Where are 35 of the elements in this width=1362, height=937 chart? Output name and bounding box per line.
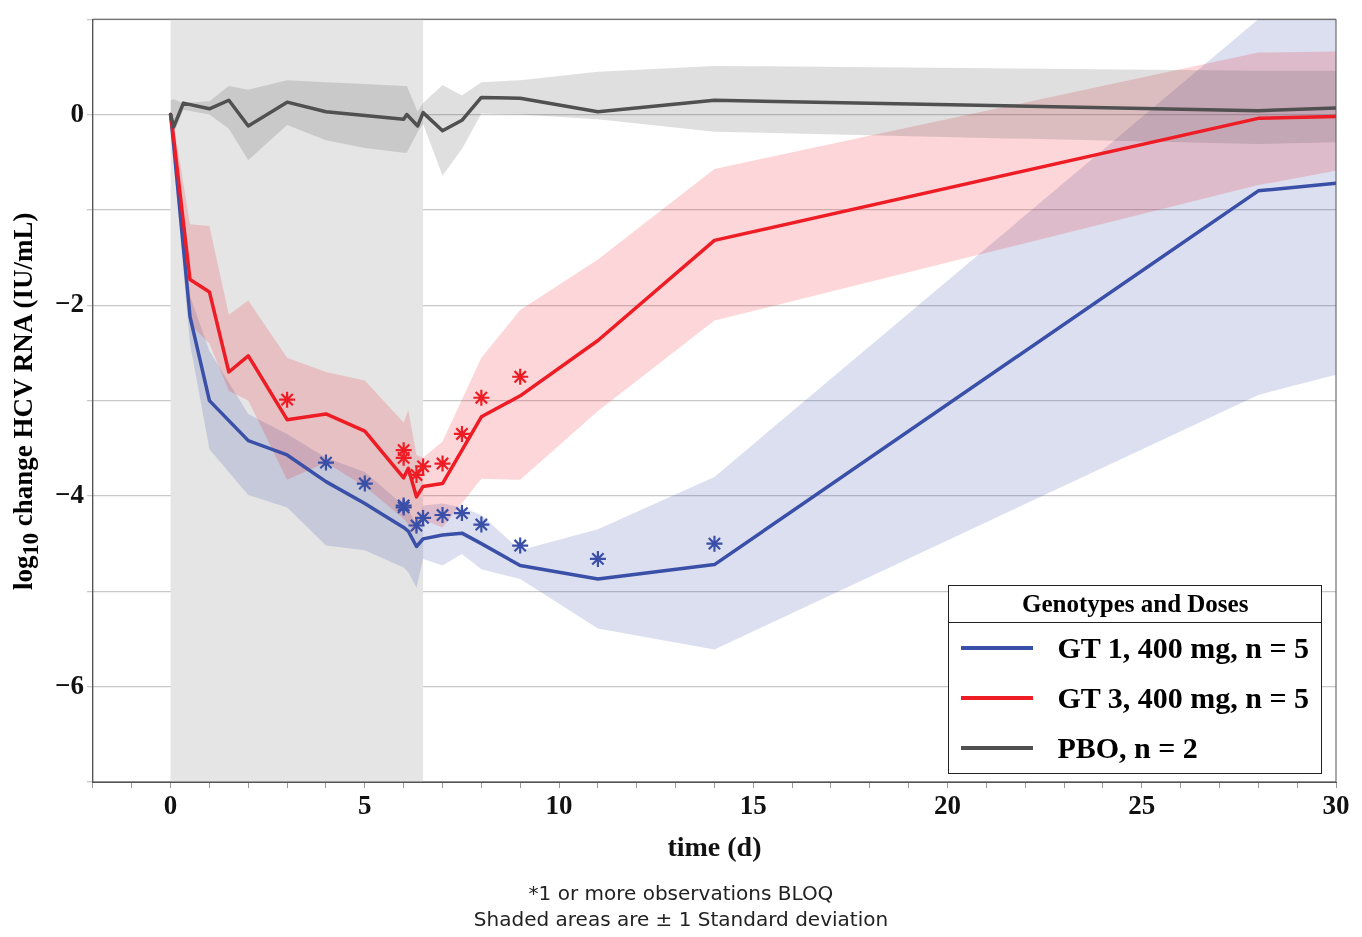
legend-label: GT 1, 400 mg, n = 5 xyxy=(1057,631,1309,665)
x-axis-title: time (d) xyxy=(667,831,762,863)
text: Shaded areas are ± 1 Standard deviation xyxy=(472,906,890,932)
point xyxy=(278,390,297,409)
legend-label: GT 3, 400 mg, n = 5 xyxy=(1057,681,1309,715)
point xyxy=(472,388,491,407)
point xyxy=(407,465,426,485)
x-tick-label: 25 xyxy=(1128,790,1156,821)
x-tick-label: 20 xyxy=(934,790,962,821)
y-tick-label: −4 xyxy=(54,478,84,509)
y-tick-label: −2 xyxy=(54,288,84,319)
point xyxy=(511,536,530,555)
text: *1 or more observations BLOQ xyxy=(527,880,835,906)
legend-title: Genotypes and Doses xyxy=(949,586,1321,623)
point xyxy=(355,474,374,493)
point xyxy=(511,367,530,386)
point xyxy=(413,508,433,527)
point xyxy=(433,505,452,525)
y-tick-label: −6 xyxy=(54,669,84,700)
y-tick-label: 0 xyxy=(70,97,84,128)
point xyxy=(452,424,472,444)
point xyxy=(472,515,491,534)
point xyxy=(588,549,607,568)
point xyxy=(413,457,433,476)
x-tick-label: 10 xyxy=(545,790,573,821)
x-tick-label: 15 xyxy=(739,790,767,821)
point xyxy=(433,454,452,473)
legend-label: PBO, n = 2 xyxy=(1057,731,1198,765)
point xyxy=(316,453,336,472)
point xyxy=(452,504,472,523)
x-tick-label: 5 xyxy=(358,790,372,821)
point xyxy=(705,534,724,553)
point xyxy=(407,516,426,535)
x-tick-label: 30 xyxy=(1322,790,1350,821)
x-tick-label: 0 xyxy=(163,790,178,821)
